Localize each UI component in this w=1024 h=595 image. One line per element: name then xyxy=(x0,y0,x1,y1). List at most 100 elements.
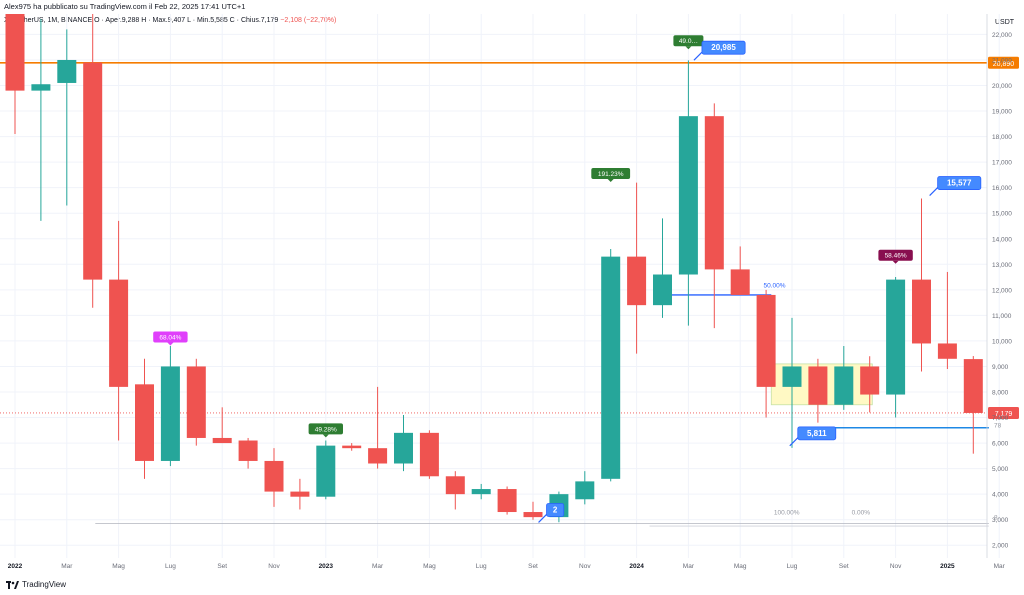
annotations: 68.04% 49.28% 191.23% 49.0… 58.46% 20,985 15,5… xyxy=(153,35,1002,523)
candle-body xyxy=(704,116,724,270)
x-tick-label: Mag xyxy=(423,563,436,570)
y-tick-label: 15,000 xyxy=(992,211,1012,218)
candle-body xyxy=(860,366,880,395)
candle-body xyxy=(160,366,180,461)
candle-body xyxy=(5,14,25,91)
x-tick-label: Nov xyxy=(268,563,280,570)
candle-body xyxy=(678,116,698,275)
percent-tag xyxy=(153,331,188,343)
callout-pointer xyxy=(693,51,703,61)
x-tick-label: 2023 xyxy=(319,563,334,570)
candle-body xyxy=(627,256,647,306)
candle-body xyxy=(834,366,854,405)
candle-body xyxy=(653,274,672,306)
percent-tag-label: 68.04% xyxy=(159,334,181,341)
candle-body xyxy=(264,460,284,492)
legend-symbol: X / TetherUS, 1M, BINANCE xyxy=(4,17,93,24)
tradingview-logo-text: TradingView xyxy=(22,580,67,589)
y-tick-label: 11,000 xyxy=(992,313,1012,320)
legend-change: −2,108 (−22,70%) xyxy=(280,17,337,24)
price-callout-label: 15,577 xyxy=(947,179,972,188)
price-callout-label: 5,811 xyxy=(807,429,827,438)
candle-body xyxy=(782,366,802,387)
y-tick-label: 22,000 xyxy=(992,32,1012,39)
y-tick-label: 14,000 xyxy=(992,236,1012,243)
percent-tag xyxy=(308,423,343,435)
percent-tag-pointer xyxy=(322,434,329,438)
x-tick-label: Lug xyxy=(165,563,176,570)
callout-pointer xyxy=(538,514,547,523)
percent-tag-pointer xyxy=(607,179,614,183)
x-tick-label: Nov xyxy=(579,563,591,570)
percent-tag xyxy=(878,249,913,261)
y-tick-label: 3,000 xyxy=(992,517,1009,524)
x-tick-label: Nov xyxy=(890,563,902,570)
percent-tag xyxy=(673,35,704,47)
candle-body xyxy=(316,445,336,497)
x-tick-label: Lug xyxy=(476,563,487,570)
callout-pointer xyxy=(929,187,939,196)
y-tick-label: 12,000 xyxy=(992,287,1012,294)
x-tick-label: 2024 xyxy=(629,563,644,570)
candle-body xyxy=(419,432,439,477)
y-tick-label: 20,000 xyxy=(992,83,1012,90)
percent-tag-label: 58.46% xyxy=(885,253,907,260)
price-level-label: 20,890 xyxy=(993,61,1015,68)
price-callout-label: 2 xyxy=(553,505,558,514)
candle-body xyxy=(83,62,103,280)
x-tick-label: Set xyxy=(528,563,538,570)
candle-body xyxy=(523,512,543,518)
price-callout xyxy=(937,176,982,190)
x-tick-label: Mar xyxy=(994,563,1006,570)
candle-body xyxy=(730,269,750,295)
y-tick-label: 9,000 xyxy=(992,364,1009,371)
y-tick-label: 4,000 xyxy=(992,492,1009,499)
x-tick-label: Mar xyxy=(683,563,695,570)
x-tick-label: Lug xyxy=(787,563,798,570)
candle-body xyxy=(445,476,465,495)
callout-pointer xyxy=(789,437,799,447)
candle-body xyxy=(575,481,595,500)
y-tick-label: 5,000 xyxy=(992,466,1009,473)
fib-level-label: 50.00% xyxy=(764,282,786,289)
candle-body xyxy=(290,491,310,497)
x-tick-label: Mag xyxy=(112,563,125,570)
percent-tag-label: 191.23% xyxy=(598,171,624,178)
candle-body xyxy=(963,359,983,413)
x-tick-label: Set xyxy=(217,563,227,570)
candle-body xyxy=(109,279,129,387)
candle-body xyxy=(186,366,206,438)
time-axis: 2022 Mar Mag Lug Set Nov 2023 Mar Mag Lug Set Nov 20… xyxy=(8,563,1006,570)
fib-level-label: 8 xyxy=(994,515,998,522)
candle-body xyxy=(342,445,362,449)
candle-body xyxy=(368,448,388,464)
candle-body xyxy=(135,384,154,461)
y-tick-label: 21,000 xyxy=(992,57,1012,64)
candle-body xyxy=(238,440,258,461)
candle-body xyxy=(912,279,931,344)
fibonacci-zone xyxy=(95,294,989,527)
x-tick-label: Mag xyxy=(734,563,747,570)
price-level-label: 7,179 xyxy=(995,411,1013,418)
percent-tag-label: 49.28% xyxy=(315,426,337,433)
candle-body xyxy=(31,84,51,91)
fib-level-label: 100.00% xyxy=(774,510,800,517)
candle-body xyxy=(937,343,957,359)
tradingview-logo-icon xyxy=(6,580,19,589)
price-callout xyxy=(701,40,746,55)
candle-body xyxy=(756,294,776,387)
currency-label: USDT xyxy=(995,19,1015,26)
candle-body xyxy=(601,256,621,479)
y-tick-label: 7,000 xyxy=(992,415,1009,422)
percent-tag-pointer xyxy=(892,260,899,264)
candles xyxy=(5,14,983,523)
y-tick-label: 13,000 xyxy=(992,262,1012,269)
y-tick-label: 8,000 xyxy=(992,389,1009,396)
x-tick-label: Mar xyxy=(372,563,384,570)
price-callout xyxy=(797,426,837,441)
candle-body xyxy=(394,432,413,464)
candle-body xyxy=(57,59,77,83)
price-level-badge xyxy=(988,56,1019,69)
grid-lines xyxy=(0,14,1000,558)
